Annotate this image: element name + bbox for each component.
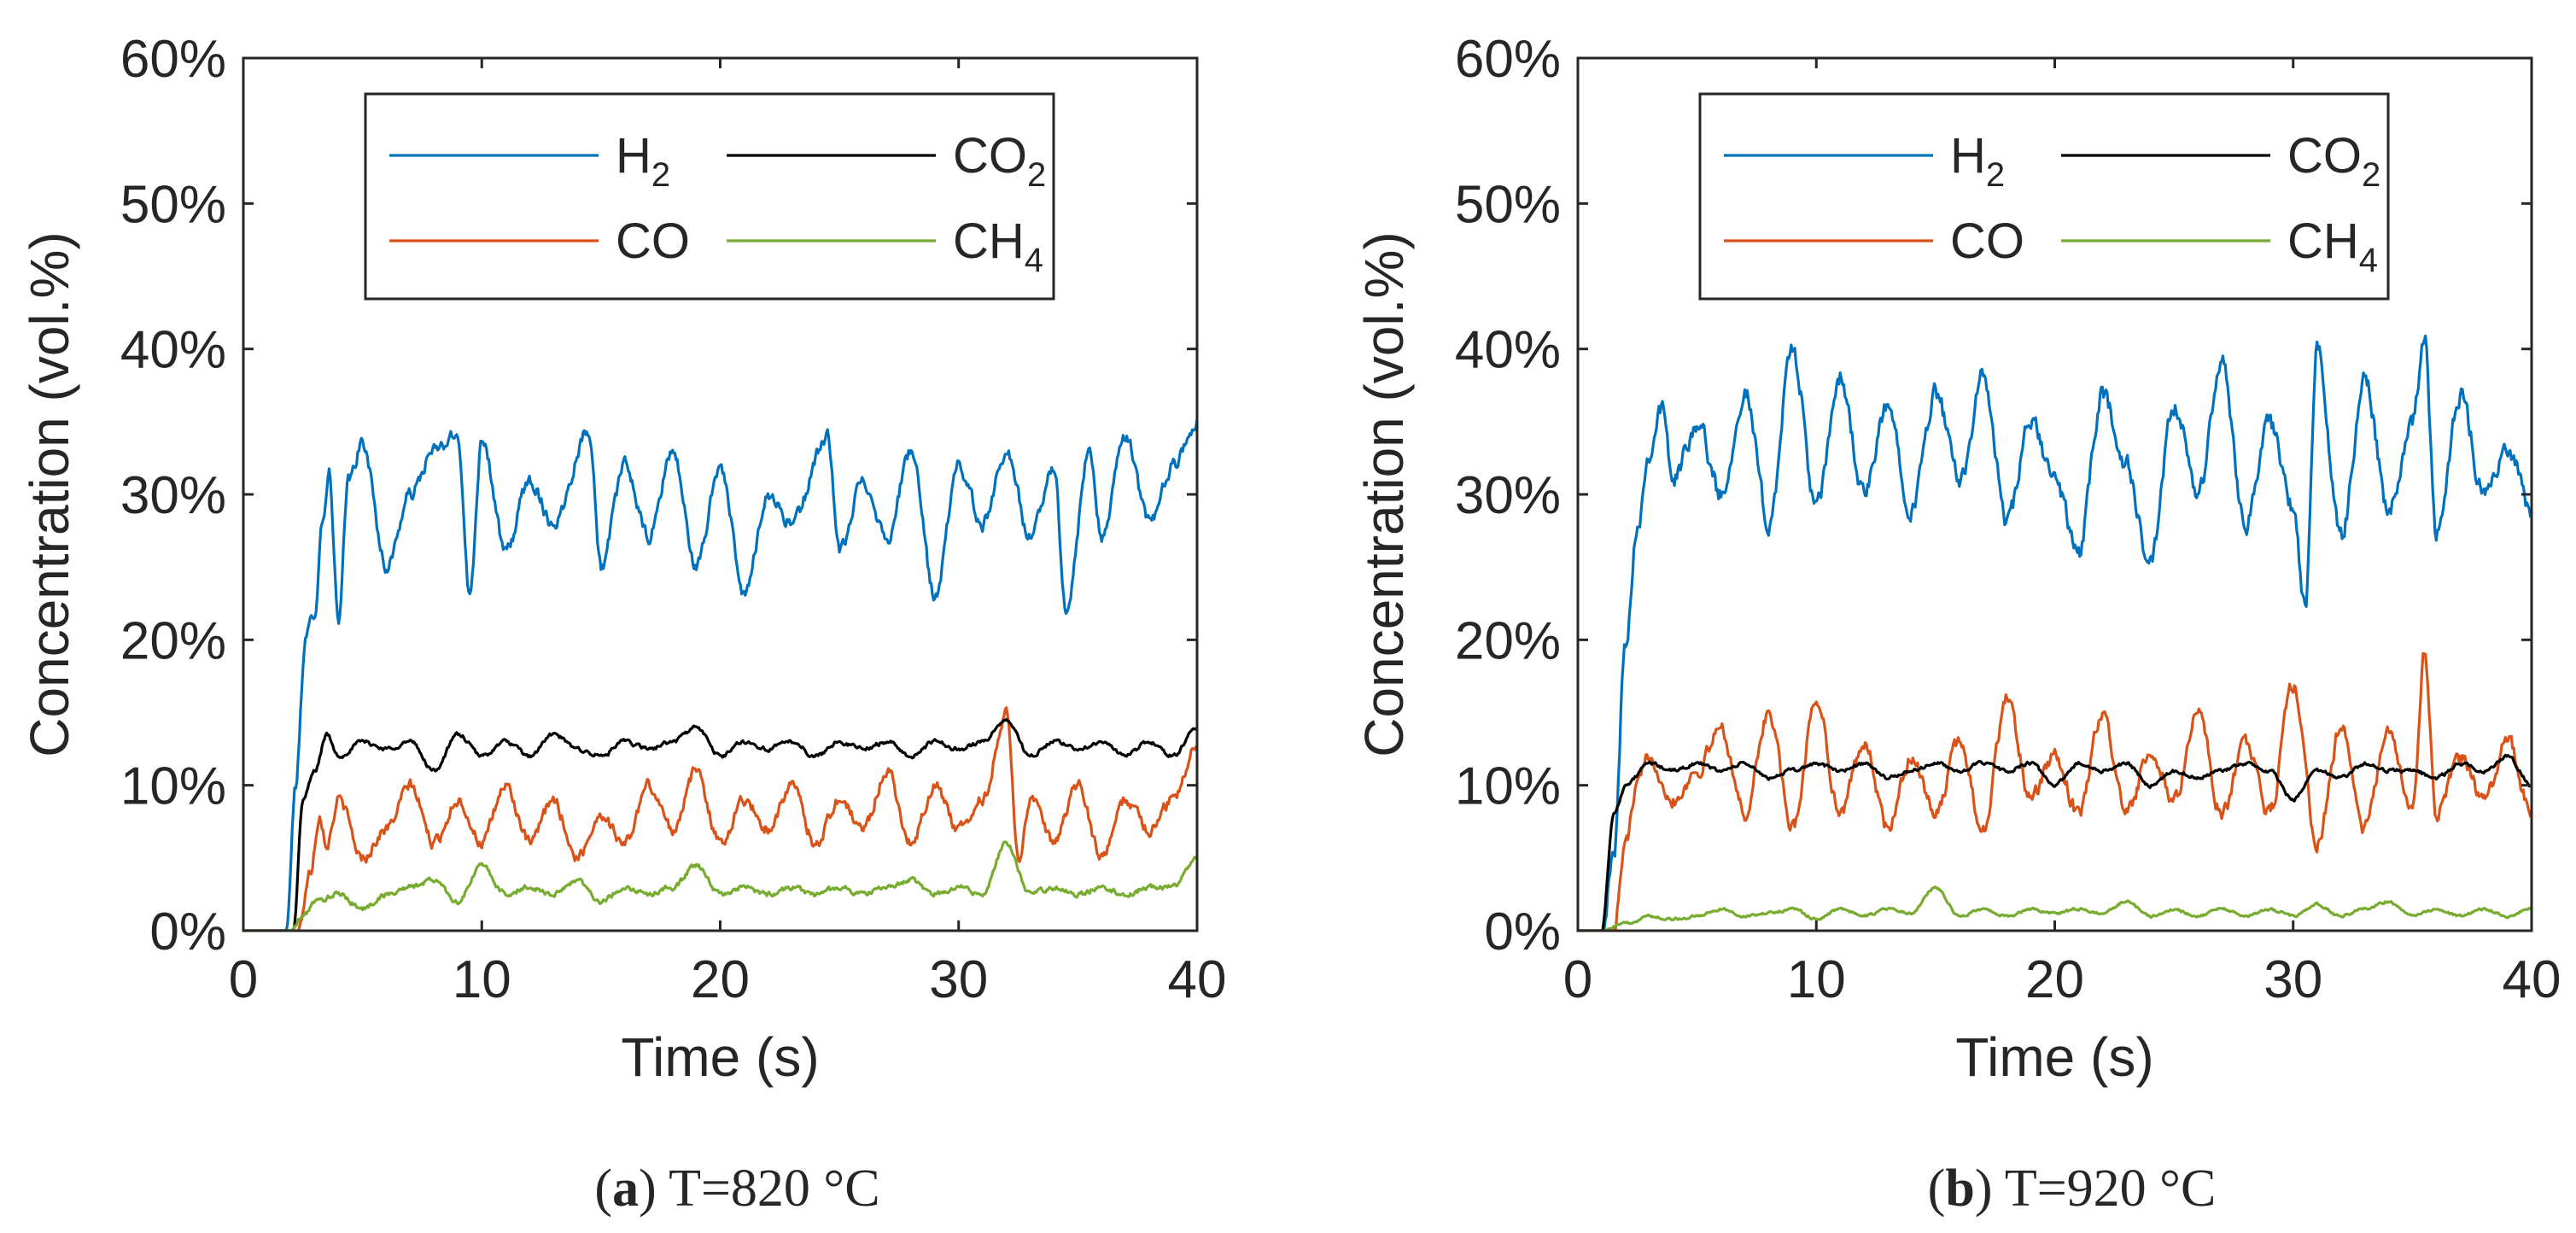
legend-label-co2: CO2 <box>953 128 1046 194</box>
series-line-co2 <box>243 717 1197 931</box>
chart-panel-a: 0% 10% 20% 30% 40% 50% 60% 0 10 20 30 40 Time (s) Con… <box>19 30 1226 1218</box>
x-tick-label: 10 <box>1787 950 1846 1009</box>
y-tick-label: 10% <box>120 757 226 816</box>
y-tick-label: 40% <box>120 321 226 380</box>
legend-label-ch4: CH4 <box>953 213 1043 279</box>
legend-label-ch4: CH4 <box>2287 213 2378 279</box>
x-axis-label: Time (s) <box>1955 1026 2153 1088</box>
x-tick-label: 40 <box>1168 950 1227 1009</box>
series-line-co2 <box>1578 753 2532 931</box>
series-line-co <box>1578 652 2532 931</box>
legend-a: H2 CO CO2 CH4 <box>364 92 1055 301</box>
y-tick-label: 30% <box>120 466 226 525</box>
series-line-ch4 <box>1578 885 2532 931</box>
legend-label-h2: H2 <box>616 128 670 194</box>
legend-label-co: CO <box>1950 213 2024 269</box>
x-tick-label: 30 <box>929 950 988 1009</box>
y-tick-label: 50% <box>120 175 226 234</box>
x-tick-label: 30 <box>2263 950 2322 1009</box>
y-tick-label: 0% <box>149 903 226 961</box>
x-tick-label: 0 <box>1563 950 1592 1009</box>
x-tick-label: 40 <box>2503 950 2561 1009</box>
y-tick-label: 10% <box>1455 757 1561 816</box>
legend-label-h2: H2 <box>1950 128 2005 194</box>
y-axis-label: Concentration (vol.%) <box>19 231 80 757</box>
x-tick-label: 10 <box>453 950 511 1009</box>
y-tick-label: 20% <box>120 611 226 670</box>
legend-box <box>1698 92 2390 301</box>
panel-caption-a: (a) T=820 °C <box>594 1160 879 1218</box>
series-group-a <box>243 418 1197 931</box>
series-line-h2 <box>1578 334 2532 931</box>
legend-label-co: CO <box>616 213 690 269</box>
y-tick-label: 60% <box>1455 30 1561 89</box>
y-tick-label: 20% <box>1455 611 1561 670</box>
y-tick-label: 60% <box>120 30 226 89</box>
y-tick-label: 30% <box>1455 466 1561 525</box>
y-axis-label: Concentration (vol.%) <box>1353 231 1415 757</box>
chart-panel-b: 0% 10% 20% 30% 40% 50% 60% 0 10 20 30 40 Time (s) Con… <box>1353 30 2561 1218</box>
legend-box <box>364 92 1055 301</box>
series-line-ch4 <box>243 840 1197 931</box>
legend-b: H2 CO CO2 CH4 <box>1698 92 2390 301</box>
series-line-h2 <box>243 418 1197 931</box>
x-tick-label: 20 <box>2025 950 2084 1009</box>
y-tick-label: 0% <box>1484 903 1561 961</box>
series-group-b <box>1578 334 2532 931</box>
x-axis-label: Time (s) <box>621 1026 819 1088</box>
panel-caption-b: (b) T=920 °C <box>1928 1160 2217 1218</box>
y-tick-label: 50% <box>1455 175 1561 234</box>
x-tick-label: 0 <box>229 950 258 1009</box>
x-tick-label: 20 <box>691 950 750 1009</box>
y-tick-label: 40% <box>1455 321 1561 380</box>
series-line-co <box>243 706 1197 931</box>
legend-label-co2: CO2 <box>2287 128 2380 194</box>
